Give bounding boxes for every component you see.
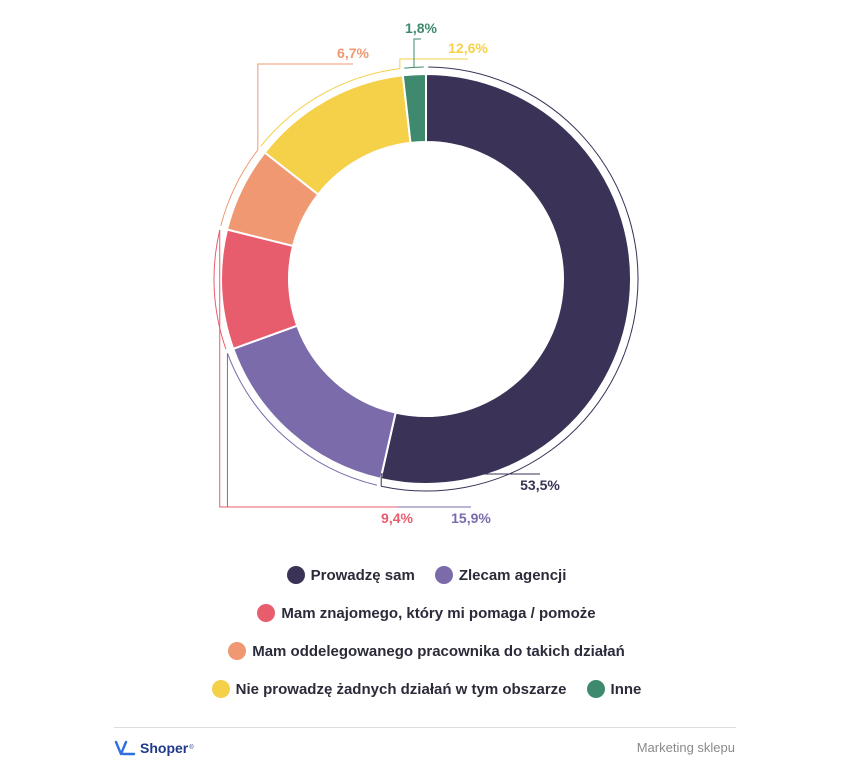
label-leader (219, 229, 397, 508)
label-bracket (404, 66, 424, 69)
legend-label: Nie prowadzę żadnych działań w tym obsza… (235, 680, 567, 698)
donut-slices (220, 72, 632, 485)
legend-label: Mam oddelegowanego pracownika do takich … (252, 642, 625, 660)
legend-dot (211, 680, 230, 698)
legend-dot (257, 604, 276, 622)
donut-chart: 53,5% 15,9% 9,4% 6,7% 12,6% 1,8% (213, 20, 639, 526)
legend: Prowadzę sam Zlecam agencji Mam znajomeg… (0, 556, 853, 708)
donut-slice (401, 72, 427, 144)
donut-slice (379, 72, 632, 485)
data-label: 53,5% (520, 477, 560, 493)
label-bracket (220, 149, 259, 226)
legend-label: Mam znajomego, który mi pomaga / pomoże (281, 604, 596, 622)
legend-item-zlecam-agencji: Zlecam agencji (434, 566, 567, 584)
legend-dot (434, 566, 453, 584)
label-leader (380, 473, 540, 487)
logo-text: Shoper (140, 740, 189, 756)
legend-item-prowadze-sam: Prowadzę sam (286, 566, 415, 584)
label-bracket (213, 229, 227, 350)
legend-label: Zlecam agencji (458, 566, 567, 584)
legend-item-mam-znajomego: Mam znajomego, który mi pomaga / pomoże (257, 604, 596, 622)
label-leader (399, 58, 468, 69)
data-label: 9,4% (381, 510, 413, 526)
shoper-logo: Shoper ® (114, 738, 194, 758)
legend-row-1: Prowadzę sam Zlecam agencji (0, 556, 853, 594)
label-leader (413, 38, 421, 68)
legend-item-mam-oddelegowanego: Mam oddelegowanego pracownika do takich … (228, 642, 625, 660)
label-leader (257, 63, 353, 150)
legend-row-3: Mam oddelegowanego pracownika do takich … (0, 632, 853, 670)
footer-divider (114, 727, 736, 728)
legend-item-nie-prowadze: Nie prowadzę żadnych działań w tym obsza… (211, 680, 567, 698)
data-label: 15,9% (451, 510, 491, 526)
label-bracket (226, 353, 378, 486)
label-bracket (260, 68, 400, 147)
data-label: 12,6% (448, 40, 488, 56)
data-label: 1,8% (405, 20, 437, 36)
legend-item-inne: Inne (586, 680, 642, 698)
legend-label: Inne (610, 680, 642, 698)
legend-dot (228, 642, 247, 660)
legend-dot (586, 680, 605, 698)
data-label: 6,7% (337, 45, 369, 61)
shoper-logo-icon (114, 740, 136, 756)
data-labels: 53,5% 15,9% 9,4% 6,7% 12,6% 1,8% (337, 20, 560, 526)
label-bracket (381, 66, 639, 492)
legend-label: Prowadzę sam (310, 566, 415, 584)
legend-dot (286, 566, 305, 584)
legend-row-4: Nie prowadzę żadnych działań w tym obsza… (0, 670, 853, 708)
donut-slice (231, 324, 397, 481)
footer-caption: Marketing sklepu (636, 740, 735, 755)
logo-trademark: ® (189, 745, 194, 751)
label-brackets (213, 38, 639, 508)
legend-row-2: Mam znajomego, który mi pomaga / pomoże (0, 594, 853, 632)
